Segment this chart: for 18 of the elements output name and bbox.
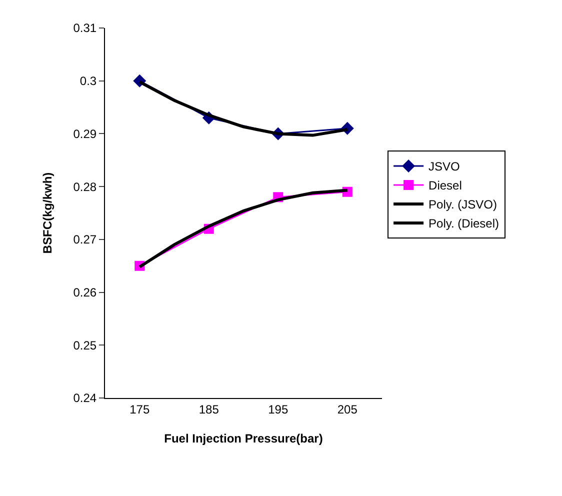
legend-label: JSVO [428, 160, 460, 174]
x-tick-label: 175 [130, 402, 150, 416]
legend-label: Poly. (JSVO) [428, 198, 498, 212]
legend-label: Diesel [428, 178, 462, 193]
y-tick-label: 0.24 [73, 391, 97, 406]
y-tick-label: 0.27 [73, 232, 97, 247]
x-tick-label: 185 [198, 402, 220, 416]
y-tick-label: 0.3 [80, 74, 97, 88]
x-tick-label: 205 [337, 402, 358, 416]
y-axis-title: BSFC(kg/kwh) [40, 172, 55, 254]
legend-label: Poly. (Diesel) [428, 216, 500, 231]
y-tick-label: 0.31 [73, 21, 97, 36]
y-tick-label: 0.28 [73, 180, 97, 194]
x-axis-title: Fuel Injection Pressure(bar) [164, 431, 323, 446]
x-tick-label: 195 [268, 402, 288, 416]
y-tick-label: 0.26 [73, 285, 97, 300]
y-tick-label: 0.29 [73, 126, 97, 141]
y-tick-label: 0.25 [73, 338, 97, 352]
